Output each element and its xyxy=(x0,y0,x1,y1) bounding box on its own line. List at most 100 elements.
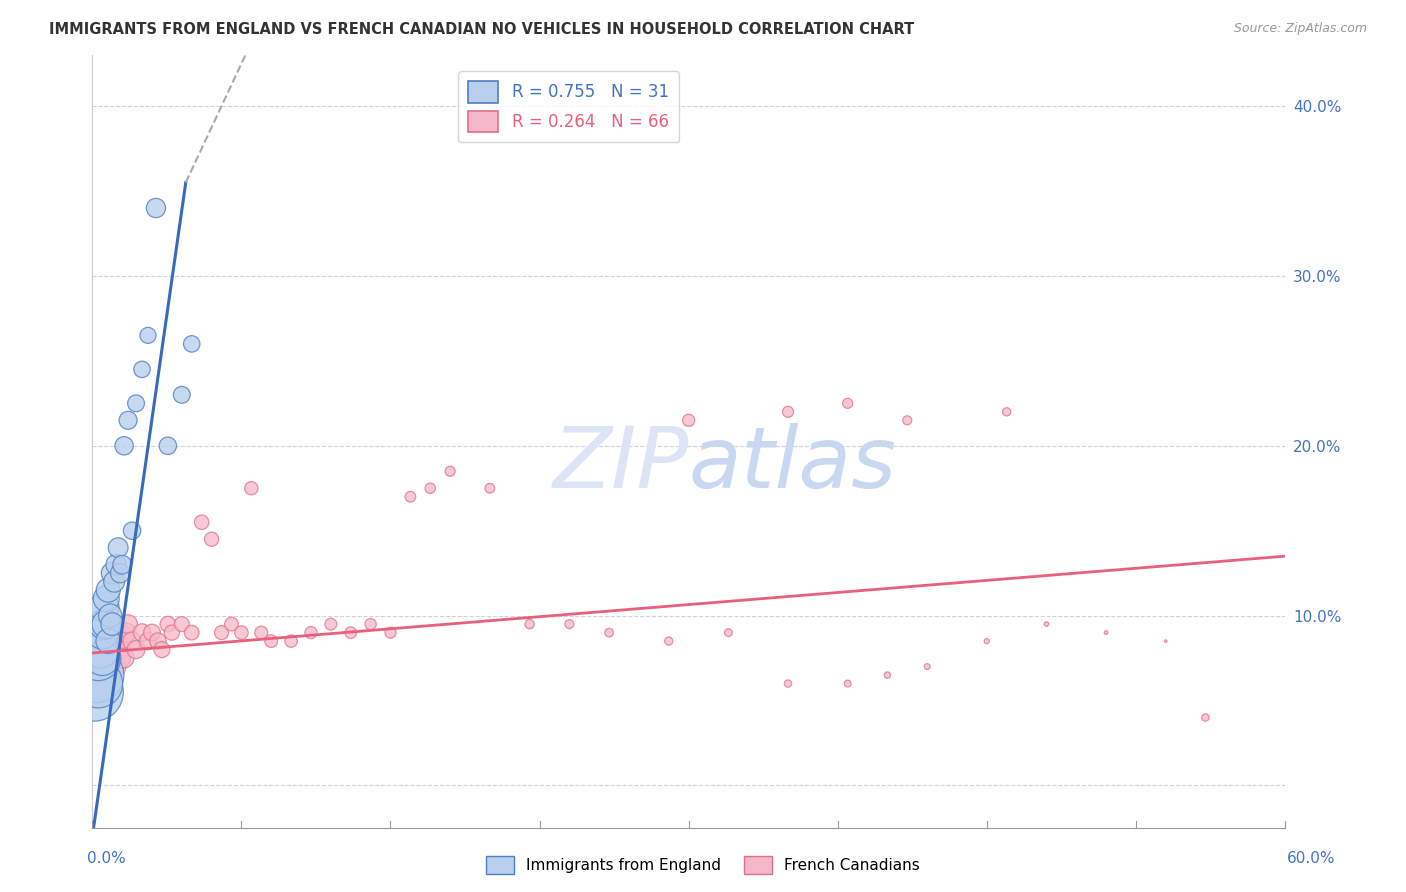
Point xyxy=(108,651,131,665)
Point xyxy=(558,617,581,632)
Point xyxy=(896,413,918,427)
Text: ZIP: ZIP xyxy=(553,423,689,507)
Point xyxy=(240,481,263,495)
Text: IMMIGRANTS FROM ENGLAND VS FRENCH CANADIAN NO VEHICLES IN HOUSEHOLD CORRELATION : IMMIGRANTS FROM ENGLAND VS FRENCH CANADI… xyxy=(49,22,914,37)
Point xyxy=(156,617,179,632)
Point xyxy=(1154,634,1177,648)
Point xyxy=(125,396,148,410)
Point xyxy=(91,625,114,640)
Point xyxy=(837,676,859,690)
Text: 0.0%: 0.0% xyxy=(87,852,127,866)
Point xyxy=(380,625,402,640)
Point xyxy=(101,566,124,581)
Point xyxy=(121,634,143,648)
Point xyxy=(170,617,193,632)
Point xyxy=(150,642,173,657)
Point xyxy=(112,651,135,665)
Point xyxy=(111,634,134,648)
Point xyxy=(97,668,120,682)
Point xyxy=(96,651,118,665)
Point xyxy=(339,625,361,640)
Legend: R = 0.755   N = 31, R = 0.264   N = 66: R = 0.755 N = 31, R = 0.264 N = 66 xyxy=(458,71,679,143)
Point xyxy=(211,625,233,640)
Point xyxy=(107,642,129,657)
Point xyxy=(598,625,620,640)
Point xyxy=(91,651,114,665)
Point xyxy=(837,396,859,410)
Point xyxy=(105,558,128,572)
Point xyxy=(156,439,179,453)
Point xyxy=(658,634,681,648)
Point xyxy=(101,634,124,648)
Point xyxy=(93,617,115,632)
Point xyxy=(360,617,382,632)
Point xyxy=(419,481,441,495)
Point xyxy=(107,541,129,555)
Point xyxy=(146,634,169,648)
Point xyxy=(170,388,193,402)
Point xyxy=(87,651,110,665)
Point xyxy=(439,464,461,478)
Point xyxy=(319,617,342,632)
Point xyxy=(915,659,938,673)
Point xyxy=(125,642,148,657)
Point xyxy=(87,659,110,673)
Point xyxy=(89,642,111,657)
Point xyxy=(190,515,212,529)
Point xyxy=(131,362,153,376)
Point xyxy=(105,625,128,640)
Point xyxy=(89,668,111,682)
Point xyxy=(200,532,222,546)
Point xyxy=(117,413,139,427)
Point xyxy=(478,481,501,495)
Point xyxy=(96,617,118,632)
Point xyxy=(91,634,114,648)
Text: Source: ZipAtlas.com: Source: ZipAtlas.com xyxy=(1233,22,1367,36)
Point xyxy=(98,608,121,623)
Point xyxy=(97,634,120,648)
Legend: Immigrants from England, French Canadians: Immigrants from England, French Canadian… xyxy=(481,850,925,880)
Point xyxy=(115,625,138,640)
Point xyxy=(93,600,115,615)
Point xyxy=(678,413,700,427)
Point xyxy=(108,566,131,581)
Point xyxy=(83,685,105,699)
Point xyxy=(299,625,322,640)
Point xyxy=(519,617,541,632)
Point xyxy=(111,558,134,572)
Point xyxy=(280,634,302,648)
Point xyxy=(87,676,110,690)
Point xyxy=(112,439,135,453)
Point xyxy=(250,625,273,640)
Point xyxy=(717,625,740,640)
Point xyxy=(121,524,143,538)
Point xyxy=(97,583,120,598)
Point xyxy=(231,625,253,640)
Point xyxy=(145,201,167,215)
Point xyxy=(1095,625,1118,640)
Text: 60.0%: 60.0% xyxy=(1288,852,1336,866)
Point xyxy=(160,625,183,640)
Point xyxy=(98,642,121,657)
Point xyxy=(93,625,115,640)
Point xyxy=(1194,710,1216,724)
Point xyxy=(136,634,159,648)
Point xyxy=(180,625,202,640)
Point xyxy=(84,668,107,682)
Point xyxy=(101,617,124,632)
Point xyxy=(103,659,125,673)
Point xyxy=(83,651,105,665)
Point xyxy=(399,490,422,504)
Point xyxy=(776,676,799,690)
Point xyxy=(103,574,125,589)
Point xyxy=(976,634,998,648)
Point xyxy=(260,634,283,648)
Point xyxy=(131,625,153,640)
Point xyxy=(876,668,898,682)
Point xyxy=(136,328,159,343)
Point xyxy=(221,617,243,632)
Point xyxy=(141,625,163,640)
Text: atlas: atlas xyxy=(689,423,897,507)
Point xyxy=(180,337,202,351)
Point xyxy=(84,642,107,657)
